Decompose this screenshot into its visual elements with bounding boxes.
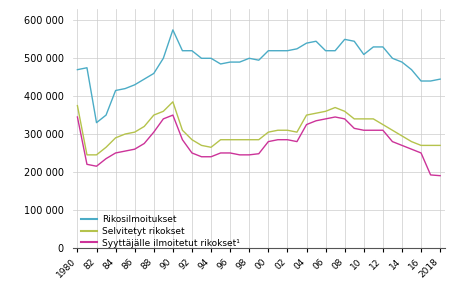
Legend: Rikosilmoitukset, Selvitetyt rikokset, Syyttäjälle ilmoitetut rikokset¹: Rikosilmoitukset, Selvitetyt rikokset, S… <box>81 215 240 248</box>
